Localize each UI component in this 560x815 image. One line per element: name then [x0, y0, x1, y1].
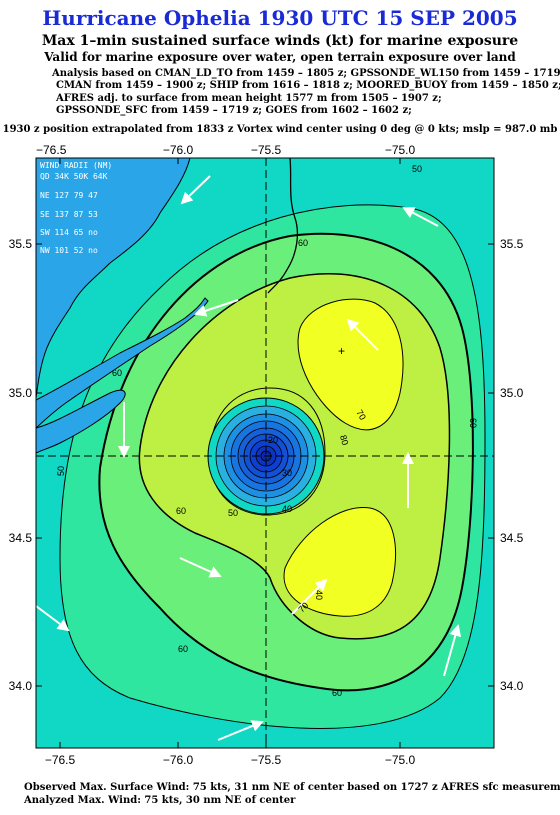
lat-tick-left: 34.0: [9, 679, 33, 693]
lon-tick-bottom: −76.0: [163, 753, 194, 767]
contour-label: 20: [268, 435, 278, 445]
lon-tick-top: −76.5: [36, 143, 67, 157]
wind-arrow: [402, 207, 439, 227]
map-subtitle: Max 1–min sustained surface winds (kt) f…: [41, 33, 519, 49]
contour-label: 60: [176, 506, 186, 516]
footer-notes: Observed Max. Surface Wind: 75 kts, 31 n…: [24, 782, 560, 807]
lon-tick-top: −76.0: [163, 143, 194, 157]
analysis-line: AFRES adj. to surface from mean height 1…: [56, 92, 442, 104]
tick-marks: [36, 158, 494, 748]
contour-label: 60: [298, 238, 308, 248]
wind-arrow: [180, 175, 211, 205]
lon-tick-top: −75.5: [251, 143, 282, 157]
map-frame: [35, 157, 495, 749]
wind-radii-row: SE 137 87 53: [40, 210, 98, 219]
wind-arrow: [443, 624, 462, 677]
contour-label: 60: [112, 368, 122, 378]
contour-label: 30: [282, 468, 292, 478]
contour-label: 70: [354, 408, 368, 422]
wind-arrow: [35, 605, 70, 632]
analysis-line: CMAN from 1459 – 1900 z; SHIP from 1616 …: [56, 80, 560, 92]
land-outer-banks: [36, 297, 209, 429]
wind-arrow: [346, 318, 379, 351]
map-title: Hurricane Ophelia 1930 UTC 15 SEP 2005: [42, 6, 518, 30]
contour-label: 60: [178, 644, 188, 654]
lat-tick-right: 35.0: [500, 386, 524, 400]
analysis-sources: Analysis based on CMAN_LD_TO from 1459 –…: [52, 68, 560, 118]
contour-label: 40: [314, 590, 324, 600]
contour-label: 80: [338, 434, 350, 446]
wind-arrow: [194, 299, 239, 317]
contour-label: 50: [228, 508, 238, 518]
analysis-line: Analysis based on CMAN_LD_TO from 1459 –…: [52, 68, 560, 79]
analysis-line: GPSSONDE_SFC from 1459 – 1719 z; GOES fr…: [56, 105, 412, 117]
contour-label: 50: [56, 466, 66, 476]
contour-label: 50: [412, 164, 422, 174]
wind-radii-table: WIND RADII (NM) QD 34K 50K 64K NE 127 79…: [40, 161, 112, 255]
wind-radii-header: WIND RADII (NM): [40, 161, 112, 170]
contour-label: 60: [332, 688, 342, 698]
plot-area: [36, 158, 494, 748]
lat-tick-left: 34.5: [9, 531, 33, 545]
contour-label: 60: [468, 418, 478, 428]
lat-tick-right: 34.0: [500, 679, 524, 693]
land-sound-island: [36, 389, 126, 454]
wind-arrow: [179, 557, 222, 578]
lon-tick-bottom: −75.0: [385, 753, 416, 767]
lon-tick-bottom: −76.5: [45, 753, 76, 767]
contour-label: 40: [282, 504, 292, 514]
wind-radii-row: NW 101 52 no: [40, 246, 98, 255]
land-mainland: [36, 158, 191, 399]
wind-radii-row: SW 114 65 no: [40, 228, 98, 237]
wind-analysis-map: + 50 50 60 60 60 60 70 80 20 30 40 60 40…: [9, 143, 524, 767]
lat-tick-left: 35.0: [9, 386, 33, 400]
contour-labels: 50 50 60 60 60 60 70 80 20 30 40 60 40 7…: [56, 164, 478, 698]
map-subtitle-exposure: Valid for marine exposure over water, op…: [44, 50, 516, 64]
wind-radii-columns: QD 34K 50K 64K: [40, 172, 108, 181]
lat-tick-right: 34.5: [500, 531, 524, 545]
observed-max-wind: Observed Max. Surface Wind: 75 kts, 31 n…: [24, 782, 560, 793]
contour-fill-80-south: [283, 506, 397, 617]
max-wind-marker: +: [338, 344, 345, 358]
wind-vectors: [35, 175, 462, 741]
wind-arrow: [217, 720, 264, 741]
land-barrier: [267, 158, 299, 294]
wind-arrow: [291, 578, 328, 615]
analyzed-max-wind: Analyzed Max. Wind: 75 kts, 30 nm NE of …: [24, 794, 296, 806]
position-note: 1930 z position extrapolated from 1833 z…: [2, 124, 558, 135]
lon-tick-bottom: −75.5: [251, 753, 282, 767]
contour-fill-80-north: [297, 298, 404, 431]
lon-tick-top: −75.0: [385, 143, 416, 157]
lat-tick-right: 35.5: [500, 237, 524, 251]
lat-tick-left: 35.5: [9, 237, 33, 251]
wind-radii-row: NE 127 79 47: [40, 191, 98, 200]
